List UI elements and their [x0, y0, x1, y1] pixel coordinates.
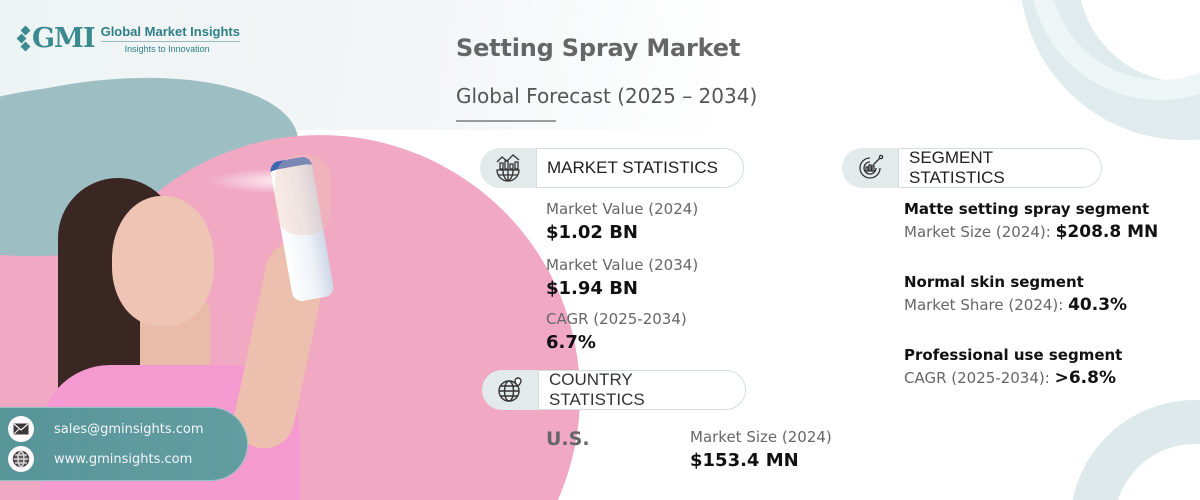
contact-email-row[interactable]: sales@gminsights.com [8, 416, 204, 442]
cagr-label: CAGR (2025-2034) [546, 310, 687, 328]
brand-tagline: Insights to Innovation [124, 43, 210, 54]
country-name: U.S. [546, 428, 590, 450]
woman-hand [275, 155, 331, 235]
segment-label-matte: Market Size (2024): [904, 223, 1056, 241]
market-value-2034: $1.94 BN [546, 278, 638, 299]
decorative-arc-bottom [1070, 400, 1200, 500]
chart-globe-icon [480, 148, 536, 188]
page-title: Setting Spray Market [456, 34, 741, 62]
segment-title-matte: Matte setting spray segment [904, 200, 1150, 218]
contact-website[interactable]: www.gminsights.com [54, 451, 193, 467]
market-value-2024-label: Market Value (2024) [546, 200, 699, 218]
market-statistics-title: MARKET STATISTICS [536, 148, 744, 188]
market-statistics-header: MARKET STATISTICS [480, 148, 744, 188]
contact-email[interactable]: sales@gminsights.com [54, 421, 204, 437]
segment-line-normal-skin: Market Share (2024): 40.3% [904, 295, 1127, 315]
cagr-value: 6.7% [546, 332, 596, 353]
contact-bar: sales@gminsights.com www.gminsights.com [0, 407, 248, 481]
market-value-2034-label: Market Value (2034) [546, 256, 699, 274]
market-value-2024: $1.02 BN [546, 222, 638, 243]
logo-mark: GMI [16, 23, 96, 54]
target-chart-icon [842, 148, 898, 188]
segment-value-normal-skin: 40.3% [1068, 295, 1128, 315]
segment-value-professional: >6.8% [1054, 368, 1116, 388]
country-statistics-header: COUNTRY STATISTICS [482, 370, 746, 410]
segment-label-professional: CAGR (2025-2034): [904, 369, 1055, 387]
brand-logo: GMI Global Market Insights Insights to I… [16, 23, 240, 54]
logo-gmi-text: GMI [32, 23, 96, 54]
title-divider [456, 120, 556, 122]
brand-name: Global Market Insights [100, 24, 240, 42]
segment-title-normal-skin: Normal skin segment [904, 273, 1084, 291]
globe-pin-icon [482, 370, 538, 410]
envelope-icon [8, 416, 34, 442]
woman-face [112, 196, 214, 326]
segment-value-matte: $208.8 MN [1055, 222, 1159, 242]
segment-label-normal-skin: Market Share (2024): [904, 296, 1069, 314]
segment-title-professional: Professional use segment [904, 346, 1123, 364]
page-subtitle: Global Forecast (2025 – 2034) [456, 84, 758, 108]
contact-website-row[interactable]: www.gminsights.com [8, 446, 192, 472]
logo-text: Global Market Insights Insights to Innov… [100, 24, 240, 54]
segment-line-matte: Market Size (2024): $208.8 MN [904, 222, 1158, 242]
globe-icon [8, 446, 34, 472]
country-market-size-label: Market Size (2024) [690, 428, 832, 446]
segment-line-professional: CAGR (2025-2034): >6.8% [904, 368, 1116, 388]
logo-diamonds-icon [16, 25, 31, 52]
segment-statistics-header: SEGMENT STATISTICS [842, 148, 1102, 188]
country-market-size-value: $153.4 MN [690, 450, 799, 471]
segment-statistics-title: SEGMENT STATISTICS [898, 148, 1102, 188]
country-statistics-title: COUNTRY STATISTICS [538, 370, 746, 410]
